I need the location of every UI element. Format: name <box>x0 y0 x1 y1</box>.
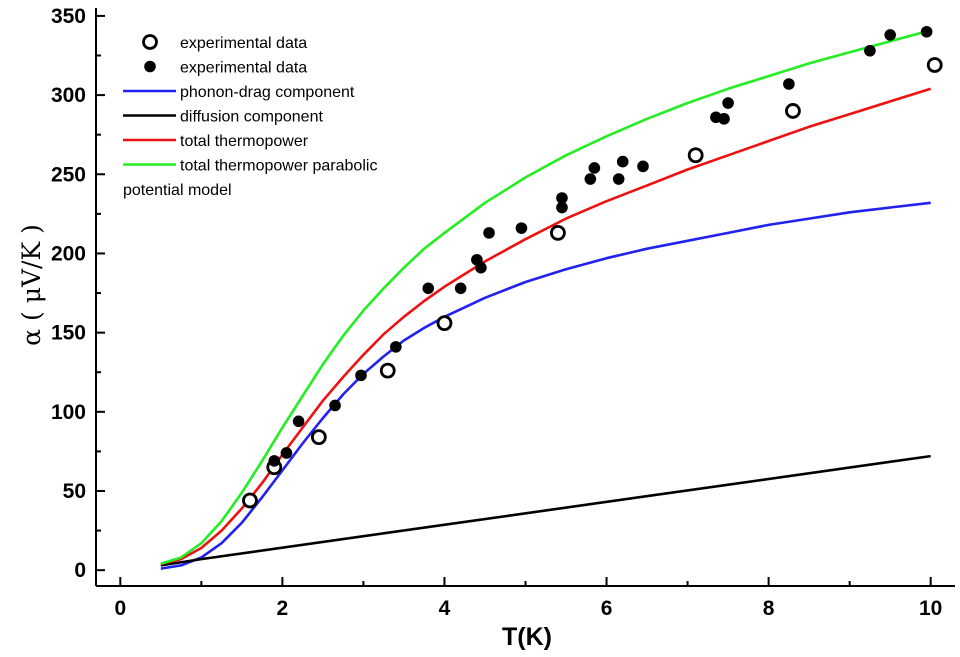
open-point-2 <box>310 429 327 446</box>
y-tick-label-3: 150 <box>51 322 86 345</box>
open-point-6 <box>687 147 704 164</box>
y-axis-title: α ( μV/K ) <box>17 224 46 346</box>
x-tick-label-2: 4 <box>439 597 451 620</box>
filled-point-12 <box>556 201 568 214</box>
filled-point-24 <box>884 29 896 41</box>
filled-point-14 <box>584 173 597 185</box>
filled-point-16 <box>612 173 625 185</box>
legend-label-2: phonon-drag component <box>180 84 355 101</box>
filled-point-9 <box>475 261 487 274</box>
x-tick-label-5: 10 <box>919 597 942 620</box>
x-tick-label-3: 6 <box>601 597 613 620</box>
filled-point-10 <box>483 227 495 239</box>
x-axis-title: T(K) <box>502 623 552 651</box>
filled-point-23 <box>864 44 876 57</box>
filled-point-3 <box>329 399 341 412</box>
filled-point-15 <box>588 162 601 174</box>
legend-marker-0 <box>142 34 158 50</box>
filled-point-20 <box>718 113 730 125</box>
plot-area <box>160 25 943 570</box>
open-point-7 <box>785 103 801 119</box>
legend-label-0: experimental data <box>180 35 307 52</box>
series-line-2 <box>160 201 931 570</box>
filled-point-6 <box>422 282 435 295</box>
y-tick-label-7: 350 <box>51 5 86 28</box>
open-point-0 <box>242 492 258 509</box>
open-point-8 <box>926 57 943 73</box>
open-point-5 <box>550 224 566 241</box>
filled-point-25 <box>920 25 933 38</box>
filled-point-11 <box>515 222 528 234</box>
filled-point-2 <box>292 415 305 428</box>
filled-point-17 <box>616 155 629 168</box>
y-tick-label-0: 0 <box>74 559 86 582</box>
x-tick-label-1: 2 <box>277 597 289 620</box>
filled-point-0 <box>268 455 281 467</box>
x-tick-label-4: 8 <box>763 597 775 620</box>
y-tick-label-2: 100 <box>51 401 86 424</box>
legend-label-3: diffusion component <box>180 109 323 126</box>
filled-point-13 <box>556 192 568 204</box>
x-tick-label-0: 0 <box>114 597 126 620</box>
filled-point-7 <box>454 282 467 295</box>
filled-point-5 <box>390 341 402 353</box>
filled-point-4 <box>355 369 367 382</box>
filled-point-1 <box>280 447 293 459</box>
series-line-5 <box>160 28 932 566</box>
legend-marker-1 <box>144 60 156 73</box>
legend: experimental data experimental data phonon… <box>123 34 377 199</box>
open-point-3 <box>379 362 396 379</box>
legend-label-5: total thermopower parabolic <box>180 158 377 175</box>
filled-point-18 <box>637 160 649 173</box>
filled-point-22 <box>783 78 795 90</box>
y-tick-label-6: 300 <box>51 84 86 107</box>
y-tick-label-5: 250 <box>51 163 86 186</box>
y-tick-label-4: 200 <box>51 242 86 265</box>
y-tick-label-1: 50 <box>63 480 86 503</box>
open-point-4 <box>436 315 453 332</box>
series-line-3 <box>160 454 931 567</box>
legend-extra-label: potential model <box>123 182 232 199</box>
legend-label-1: experimental data <box>180 60 307 77</box>
filled-point-21 <box>722 97 734 109</box>
legend-label-4: total thermopower <box>180 133 309 150</box>
